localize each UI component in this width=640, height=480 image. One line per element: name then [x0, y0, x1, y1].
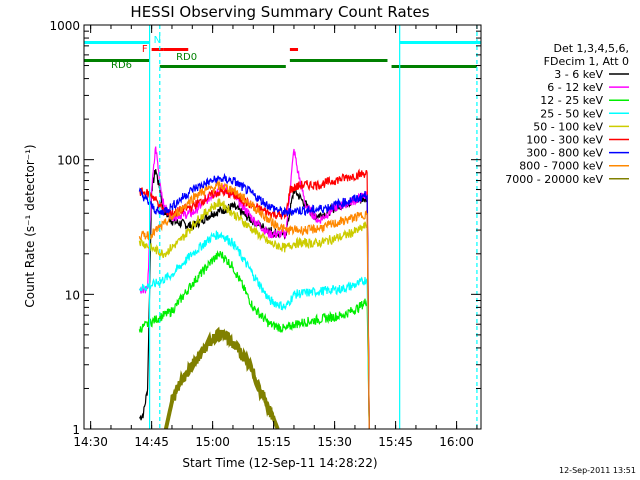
state-bar-rd6-2: [159, 65, 286, 68]
state-bar-label-rd6: RD6: [111, 60, 132, 71]
state-bar-rd6-3: [289, 59, 388, 62]
plot-frame: [83, 24, 482, 430]
series-line-9: [163, 326, 280, 430]
x-tick-label-1: 14:30: [73, 435, 108, 449]
legend-header-2: FDecim 1, Att 0: [544, 55, 629, 68]
legend-label-1: 3 - 6 keV: [554, 68, 603, 81]
legend-label-8: 800 - 7000 keV: [519, 160, 603, 173]
state-bar-rd0-1: [151, 48, 164, 51]
x-tick-label-6: 15:45: [378, 435, 413, 449]
data-layer: [138, 146, 370, 430]
state-bar-label-n: N: [154, 35, 161, 46]
vertical-markers: [149, 25, 478, 429]
y-axis-ticks: 1 10 100 1000: [49, 19, 481, 437]
y-tick-label-2: 10: [65, 288, 80, 302]
x-axis-ticks: 14:30 14:45 15:00 15:15 15:30 15:45 16:00: [73, 25, 478, 449]
x-tick-label-2: 14:45: [134, 435, 169, 449]
state-bar-rd6-1: [84, 59, 150, 62]
legend-header-1: Det 1,3,4,5,6,: [553, 42, 629, 55]
legend: Det 1,3,4,5,6,FDecim 1, Att 03 - 6 keV6 …: [505, 42, 629, 186]
state-bar-n-2: [399, 41, 481, 44]
chart-title: HESSI Observing Summary Count Rates: [130, 3, 429, 21]
y-tick-label-3: 100: [57, 154, 80, 168]
state-bar-label-rd0: RD0: [176, 52, 197, 63]
series-line-3: [138, 249, 370, 430]
y-tick-label-4: 1000: [49, 19, 80, 33]
x-axis-label: Start Time (12-Sep-11 14:28:22): [182, 456, 377, 470]
state-bar-label-f: F: [142, 44, 148, 55]
state-bars: NF RD0 RD6: [84, 35, 481, 71]
x-tick-label-7: 16:00: [439, 435, 474, 449]
timestamp: 12-Sep-2011 13:51: [559, 466, 636, 475]
series-line-5: [138, 197, 370, 430]
state-bar-n-1: [84, 41, 150, 44]
x-tick-label-5: 15:30: [317, 435, 352, 449]
legend-label-5: 50 - 100 keV: [533, 120, 603, 133]
state-bar-f-1: [163, 48, 189, 51]
series-line-7: [138, 172, 370, 430]
y-axis-label: Count Rate (s⁻¹ detector⁻¹): [23, 144, 37, 307]
y-tick-label-1: 1: [72, 423, 80, 437]
state-bar-rd0-2: [289, 48, 299, 51]
legend-label-3: 12 - 25 keV: [540, 94, 603, 107]
legend-label-9: 7000 - 20000 keV: [505, 173, 603, 186]
x-tick-label-3: 15:00: [195, 435, 230, 449]
legend-label-4: 25 - 50 keV: [540, 107, 603, 120]
legend-label-7: 300 - 800 keV: [526, 147, 603, 160]
series-line-4: [138, 230, 370, 430]
state-bar-rd6-4: [391, 65, 477, 68]
x-tick-label-4: 15:15: [256, 435, 291, 449]
legend-label-6: 100 - 300 keV: [526, 134, 603, 147]
legend-label-2: 6 - 12 keV: [547, 81, 603, 94]
series-line-8: [138, 179, 370, 430]
